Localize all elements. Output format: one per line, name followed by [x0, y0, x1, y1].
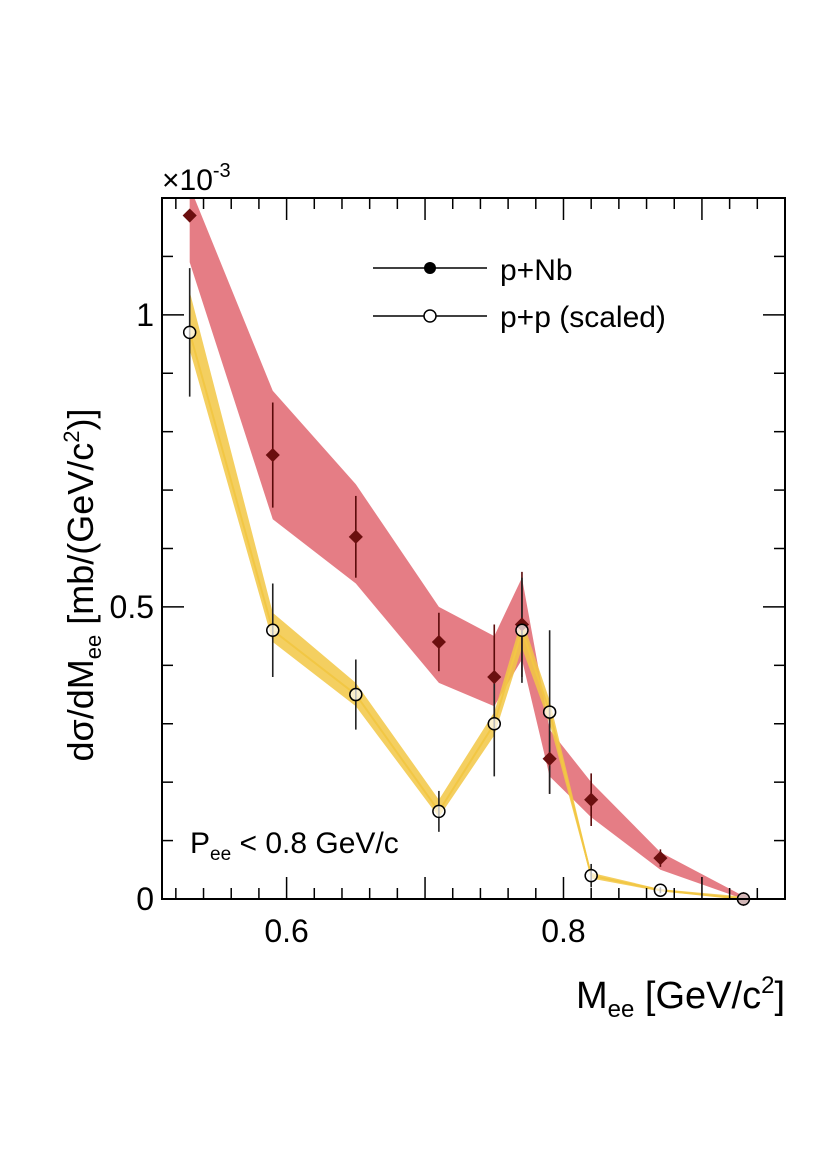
- point-pnb: [431, 634, 446, 650]
- x-tick-label: 0.8: [541, 913, 585, 949]
- point-pp: [542, 705, 557, 719]
- uncertainty-bands: [189, 198, 744, 899]
- x-tick-label: 0.6: [264, 913, 308, 949]
- y-tick-label: 1: [136, 297, 154, 333]
- momentum-cut-annotation: Pee < 0.8 GeV/c: [190, 827, 399, 865]
- legend-marker-pp: [423, 309, 437, 323]
- data-markers: [182, 208, 751, 907]
- exponent-base: ×10: [162, 164, 213, 197]
- axis-ticks: [162, 197, 785, 900]
- point-pp: [266, 623, 280, 638]
- series-line-pp: [188, 332, 744, 900]
- y-tick-label: 0: [136, 881, 154, 917]
- point-pp: [584, 868, 598, 883]
- point-pnb: [584, 792, 599, 807]
- error-bars: [188, 268, 745, 899]
- point-pp: [653, 883, 668, 897]
- point-pp: [182, 325, 197, 340]
- tick-labels: 0.6 0.8 0 0.5 1: [110, 297, 586, 949]
- point-pp: [487, 717, 502, 731]
- y-axis-label: dσ/dMee [mb/(GeV/c2)]: [59, 408, 106, 761]
- point-pnb: [542, 751, 557, 766]
- legend-label-pnb: p+Nb: [500, 254, 573, 287]
- point-pnb: [265, 447, 280, 463]
- point-pp: [349, 687, 363, 702]
- legend: p+Nb p+p (scaled): [373, 254, 666, 334]
- point-pnb: [653, 851, 668, 866]
- point-pnb: [182, 208, 197, 223]
- x-axis-label: Mee [GeV/c2]: [576, 972, 785, 1023]
- legend-marker-pnb: [424, 262, 436, 274]
- exponent-power: -3: [213, 160, 231, 182]
- point-pnb: [348, 529, 363, 544]
- y-exponent-label: ×10-3: [162, 160, 231, 197]
- point-pp: [515, 623, 529, 638]
- series-lines: [188, 332, 744, 900]
- band-pnb: [189, 198, 744, 899]
- point-pnb: [487, 669, 502, 685]
- legend-label-pp: p+p (scaled): [500, 301, 666, 334]
- y-tick-label: 0.5: [110, 589, 154, 625]
- point-pp: [432, 804, 446, 819]
